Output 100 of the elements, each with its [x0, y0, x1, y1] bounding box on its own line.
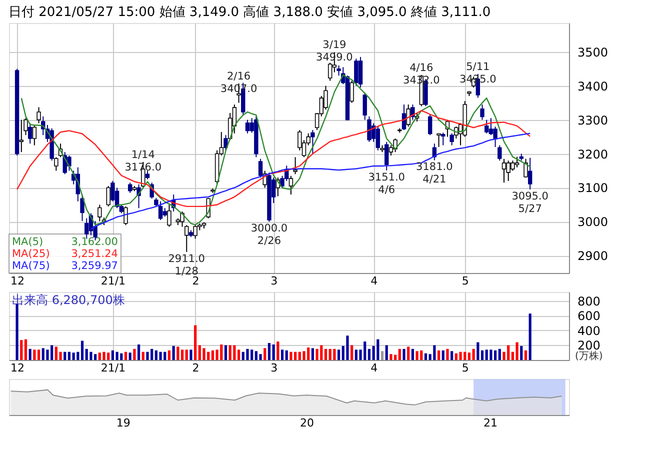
- bar: [380, 351, 384, 360]
- candlestick: [436, 132, 441, 148]
- candlestick: [484, 119, 489, 134]
- candlestick: [358, 56, 363, 88]
- bar: [72, 352, 75, 360]
- candlestick: [410, 104, 415, 120]
- x-tick-label: 4: [370, 362, 378, 374]
- bar: [224, 345, 228, 360]
- candlestick: [488, 118, 494, 136]
- text: MA(25) 3,251.24: [12, 248, 118, 260]
- bar: [328, 348, 332, 360]
- candlestick: [67, 154, 72, 172]
- y-tick-label: 600: [578, 309, 600, 324]
- candlestick: [128, 182, 132, 194]
- bar: [476, 342, 480, 360]
- annotation: 3095.0 5/27: [512, 190, 548, 215]
- bar: [64, 352, 66, 360]
- y-tick-label: 400: [578, 324, 600, 338]
- bar: [520, 346, 523, 360]
- candlestick: [514, 156, 520, 168]
- x-tick-label: 12: [10, 362, 25, 374]
- candlestick: [376, 126, 380, 151]
- annotation: 3000.0 2/26: [250, 222, 288, 248]
- candlestick: [293, 156, 298, 175]
- bar: [102, 352, 106, 360]
- bar: [276, 342, 280, 360]
- bar: [128, 352, 132, 360]
- bar: [142, 352, 144, 360]
- bar: [290, 352, 292, 360]
- bar: [24, 339, 28, 360]
- bar: [116, 352, 118, 360]
- bar: [264, 348, 266, 360]
- bar: [311, 348, 314, 360]
- annotation: 3181.0 4/21: [416, 161, 453, 186]
- bar: [416, 351, 418, 360]
- candlestick: [54, 156, 58, 172]
- bar: [468, 352, 471, 360]
- bar: [168, 350, 171, 360]
- bar: [424, 353, 428, 360]
- bar: [228, 345, 232, 360]
- bar: [498, 348, 501, 360]
- x-tick-label: 19: [116, 416, 130, 430]
- candlestick: [224, 134, 228, 151]
- bar: [272, 344, 275, 360]
- bar: [194, 325, 197, 360]
- bar: [172, 346, 175, 360]
- bar: [385, 345, 388, 360]
- y-tick-label: 800: [578, 294, 600, 308]
- x-tick-label: 21/1: [100, 362, 126, 374]
- bar: [480, 350, 484, 360]
- x-tick-label: 2: [192, 362, 200, 374]
- annotation: 2911.0 1/28: [168, 252, 205, 278]
- bar: [20, 340, 23, 360]
- bar: [350, 345, 354, 360]
- y-tick-label: 3100: [578, 181, 608, 196]
- bar: [33, 350, 36, 360]
- y-tick-label: 3000: [578, 215, 608, 230]
- candlestick: [406, 104, 410, 128]
- candlestick: [98, 204, 102, 222]
- annotation: 3151.0 4/6: [368, 171, 405, 196]
- candlestick: [36, 106, 41, 124]
- bar: [459, 352, 462, 360]
- candlestick: [167, 204, 172, 228]
- candlestick: [528, 157, 532, 190]
- candlestick: [328, 62, 332, 82]
- bar: [202, 348, 206, 360]
- bar: [398, 348, 401, 360]
- candlestick: [258, 158, 263, 178]
- bar: [268, 343, 271, 360]
- bar: [185, 350, 188, 360]
- x-tick-label: 4: [370, 274, 378, 288]
- bar: [411, 348, 414, 360]
- candlestick: [288, 175, 294, 196]
- text: MA(75) 3,259.97: [12, 260, 118, 272]
- y-tick-label: 3300: [578, 113, 608, 128]
- bar: [68, 352, 71, 360]
- x-tick-label: 2: [192, 274, 200, 288]
- bar: [302, 351, 306, 360]
- bar: [390, 354, 392, 360]
- bar: [159, 352, 162, 360]
- y-tick-label: 3500: [578, 45, 608, 60]
- bar: [472, 348, 475, 360]
- bar: [316, 348, 318, 360]
- bar: [190, 350, 192, 360]
- candlestick: [450, 132, 454, 146]
- annotation: 出来高 6,280,700株: [12, 293, 125, 307]
- candlestick: [350, 80, 354, 104]
- y-tick-label: 3200: [578, 147, 608, 162]
- candlestick: [245, 119, 250, 134]
- bar: [90, 352, 92, 360]
- candlestick: [498, 144, 502, 162]
- bar: [16, 304, 18, 360]
- bar: [346, 336, 349, 360]
- bar: [442, 350, 444, 360]
- x-tick-label: 12: [10, 274, 25, 288]
- candlestick: [354, 58, 358, 86]
- bar: [176, 346, 180, 360]
- y-axis-title: (万株): [575, 350, 603, 362]
- bar: [233, 345, 236, 360]
- x-tick-label: 21: [484, 416, 498, 430]
